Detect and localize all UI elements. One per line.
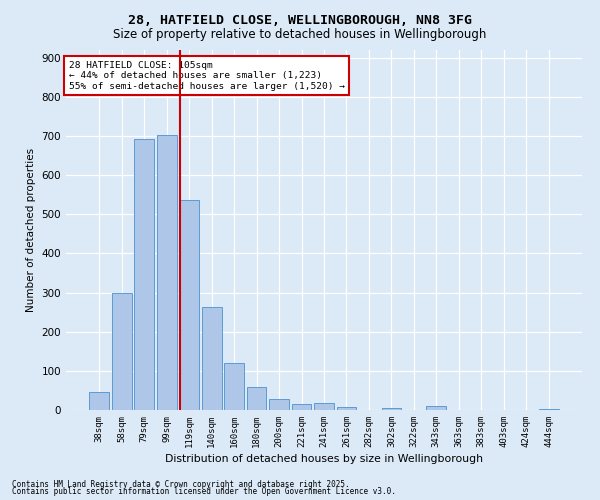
Bar	[112, 292, 131, 410]
Y-axis label: Number of detached properties: Number of detached properties	[26, 148, 36, 312]
Text: 28, HATFIELD CLOSE, WELLINGBOROUGH, NN8 3FG: 28, HATFIELD CLOSE, WELLINGBOROUGH, NN8 …	[128, 14, 472, 27]
Text: Size of property relative to detached houses in Wellingborough: Size of property relative to detached ho…	[113, 28, 487, 41]
Bar	[157, 135, 176, 410]
Text: 28 HATFIELD CLOSE: 105sqm
← 44% of detached houses are smaller (1,223)
55% of se: 28 HATFIELD CLOSE: 105sqm ← 44% of detac…	[68, 61, 344, 90]
Bar	[292, 404, 311, 410]
Bar	[202, 308, 221, 410]
Bar	[382, 408, 401, 410]
X-axis label: Distribution of detached houses by size in Wellingborough: Distribution of detached houses by size …	[165, 454, 483, 464]
Text: Contains public sector information licensed under the Open Government Licence v3: Contains public sector information licen…	[12, 487, 396, 496]
Bar	[224, 363, 244, 410]
Bar	[314, 404, 334, 410]
Bar	[337, 408, 356, 410]
Bar	[89, 392, 109, 410]
Bar	[427, 406, 446, 410]
Bar	[179, 200, 199, 410]
Bar	[134, 139, 154, 410]
Bar	[247, 387, 266, 410]
Text: Contains HM Land Registry data © Crown copyright and database right 2025.: Contains HM Land Registry data © Crown c…	[12, 480, 350, 489]
Bar	[539, 409, 559, 410]
Bar	[269, 399, 289, 410]
